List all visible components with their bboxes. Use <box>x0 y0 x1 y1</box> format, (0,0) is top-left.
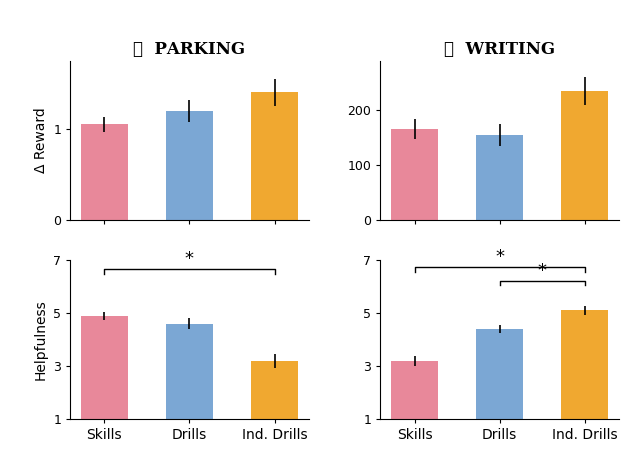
Title: 🚗  PΑRKING: 🚗 PΑRKING <box>133 41 246 58</box>
Bar <box>391 361 438 419</box>
Bar <box>561 310 608 419</box>
Text: *: * <box>538 261 547 280</box>
Y-axis label: Helpfulness: Helpfulness <box>34 299 48 380</box>
Bar <box>391 130 438 220</box>
Text: *: * <box>185 250 194 268</box>
Bar <box>166 324 213 419</box>
Text: *: * <box>495 248 504 266</box>
Title: ✍  WRITING: ✍ WRITING <box>444 41 555 58</box>
Bar <box>166 111 213 220</box>
Bar <box>81 124 128 220</box>
Bar <box>476 329 523 419</box>
Bar <box>561 91 608 220</box>
Bar <box>251 92 298 220</box>
Bar <box>81 316 128 419</box>
Y-axis label: Δ Reward: Δ Reward <box>34 108 48 173</box>
Bar <box>476 135 523 220</box>
Bar <box>251 361 298 419</box>
